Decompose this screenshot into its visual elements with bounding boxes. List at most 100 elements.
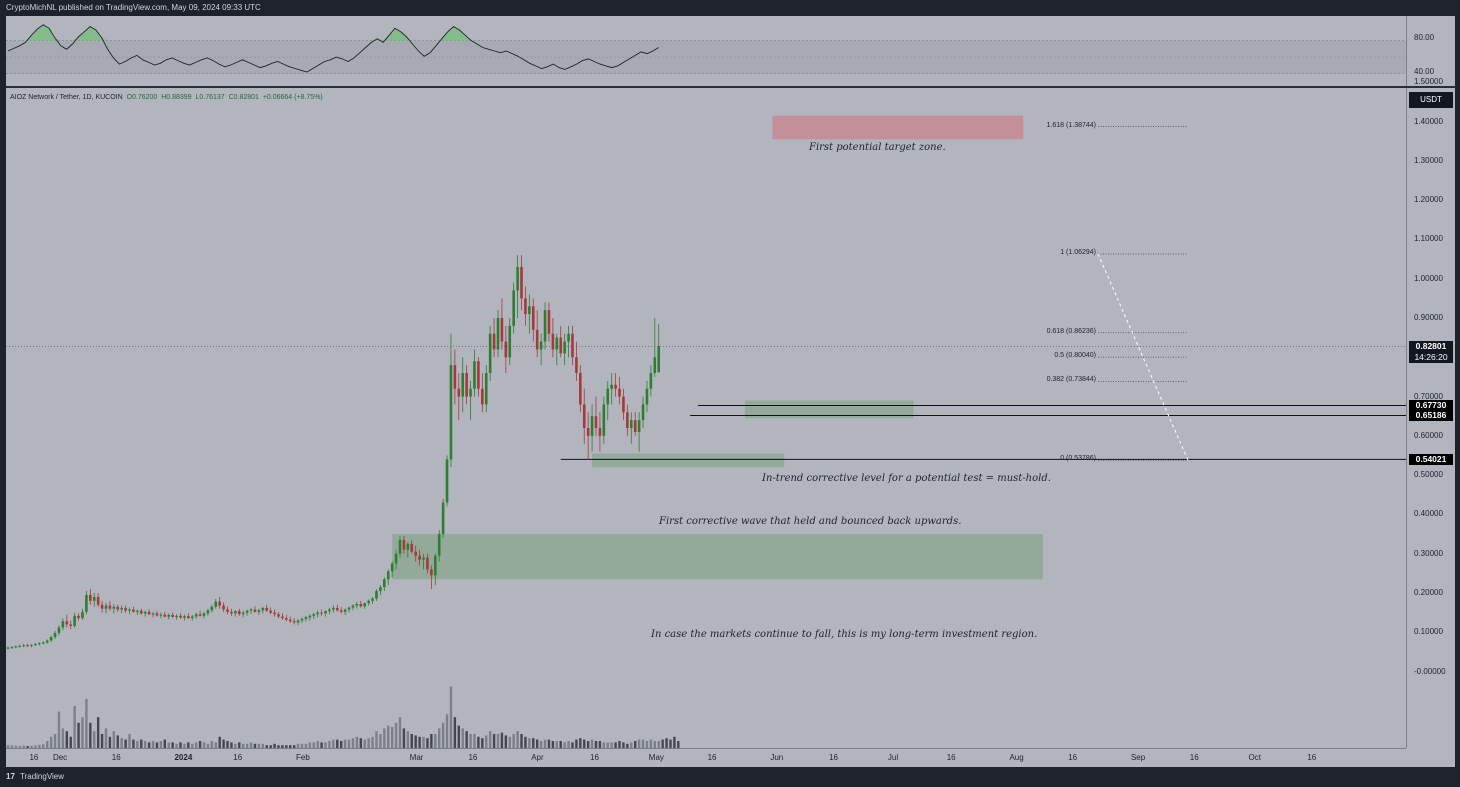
candle-body-120 — [477, 361, 480, 389]
time-tick-21: 16 — [1307, 753, 1317, 762]
candle-body-163 — [645, 388, 649, 405]
candle-body-65 — [261, 607, 265, 611]
candle-body-154 — [610, 384, 613, 389]
candle-body-108 — [430, 569, 433, 576]
volume-bar-70 — [281, 745, 284, 748]
candle-body-31 — [128, 609, 131, 611]
candle-body-72 — [288, 619, 292, 622]
footer-brand: TradingView — [19, 772, 65, 781]
candle-body-68 — [273, 612, 276, 615]
price-tick-13: 0.20000 — [1414, 588, 1443, 597]
candle-body-80 — [320, 612, 323, 614]
volume-bar-82 — [328, 741, 331, 748]
volume-bar-133 — [528, 738, 531, 748]
candle-body-98 — [390, 563, 394, 572]
time-tick-7: 16 — [468, 753, 478, 762]
candle-body-5 — [26, 645, 29, 647]
volume-bar-153 — [606, 742, 609, 748]
osc-line — [7, 24, 659, 73]
volume-bar-60 — [242, 743, 245, 748]
must-hold-zone — [744, 400, 914, 419]
volume-bar-137 — [543, 739, 547, 748]
symbol-name: AIOZ Network / Tether, 1D, KUCOIN — [10, 94, 123, 101]
candle-body-61 — [245, 610, 249, 613]
annotation-first-wave: First corrective wave that held and boun… — [659, 516, 962, 527]
volume-bar-40 — [163, 739, 166, 748]
candle-body-87 — [347, 607, 351, 610]
volume-bar-94 — [375, 731, 378, 748]
candle-body-137 — [543, 310, 547, 342]
target-zone — [772, 115, 1024, 140]
volume-bar-22 — [93, 731, 96, 748]
volume-bar-71 — [285, 745, 288, 748]
time-tick-18: Sep — [1130, 753, 1146, 762]
volume-bar-141 — [559, 741, 562, 748]
candle-body-37 — [151, 613, 155, 615]
candle-body-138 — [547, 310, 551, 334]
volume-bar-58 — [234, 743, 237, 748]
volume-bar-99 — [394, 722, 398, 748]
candle-body-140 — [555, 337, 559, 350]
candle-body-113 — [449, 365, 453, 460]
time-tick-3: 2024 — [174, 753, 193, 762]
candle-body-114 — [453, 365, 457, 389]
volume-bar-88 — [351, 738, 355, 748]
currency-badge[interactable]: USDT — [1409, 92, 1453, 108]
candle-body-130 — [516, 266, 519, 291]
volume-bar-14 — [61, 728, 65, 748]
candle-body-51 — [206, 610, 210, 614]
candle-body-77 — [308, 615, 312, 618]
candle-body-45 — [183, 616, 186, 618]
volume-bar-63 — [253, 743, 257, 748]
volume-bar-126 — [500, 732, 504, 748]
volume-bar-32 — [132, 739, 135, 748]
change-value: +0.06664 (+8.75%) — [262, 94, 323, 101]
volume-bar-140 — [555, 741, 558, 748]
volume-bar-36 — [147, 742, 151, 748]
candle-body-52 — [210, 606, 214, 611]
oscillator-axis[interactable]: 80.00 40.00 — [1406, 16, 1456, 86]
price-tick-12: 0.30000 — [1414, 548, 1443, 558]
panel-divider[interactable] — [6, 86, 1455, 88]
volume-bar-125 — [496, 734, 500, 748]
price-tick-1: 1.40000 — [1414, 116, 1443, 126]
price-tick-2: 1.30000 — [1414, 155, 1443, 165]
volume-bar-51 — [206, 743, 210, 748]
volume-bar-159 — [630, 742, 633, 748]
candle-body-79 — [316, 612, 319, 615]
volume-bar-92 — [367, 738, 370, 748]
oscillator-panel[interactable] — [6, 16, 1406, 86]
time-axis[interactable]: 16 Dec 16 2024 16 Feb Mar 16 Apr 16 May 16 Jun 16 Jul 1… — [6, 748, 1406, 768]
volume-bar-56 — [226, 741, 229, 748]
main-chart-panel[interactable]: AIOZ Network / Tether, 1D, KUCOIN O0.762… — [6, 88, 1406, 748]
candle-body-104 — [414, 551, 417, 556]
candle-body-3 — [18, 646, 22, 648]
volume-bar-67 — [269, 745, 272, 748]
volume-bar-8 — [38, 744, 41, 748]
volume-bar-77 — [308, 742, 312, 748]
volume-bar-139 — [551, 741, 555, 748]
volume-bar-96 — [383, 728, 386, 748]
candle-body-17 — [73, 615, 76, 626]
price-tag-2: 0.65186 — [1409, 409, 1453, 421]
volume-bar-122 — [485, 735, 488, 748]
candle-body-76 — [304, 617, 308, 619]
price-axis[interactable]: USDT 1.50000 1.40000 1.30000 1.20000 1.10000… — [1406, 77, 1456, 748]
candle-body-95 — [379, 587, 382, 592]
chart-frame[interactable]: 80.00 40.00 AIOZ Network / Tether, 1D, K… — [6, 16, 1455, 767]
volume-bar-2 — [14, 745, 18, 748]
time-tick-8: Apr — [531, 753, 544, 762]
volume-bar-46 — [187, 742, 190, 748]
candle-body-125 — [496, 318, 500, 350]
volume-bar-33 — [136, 741, 139, 748]
candle-body-35 — [143, 611, 147, 614]
candle-body-30 — [124, 607, 127, 611]
fib-label-2: 0.618 (0.86236) — [1046, 327, 1096, 335]
candle-body-36 — [147, 611, 151, 615]
candle-body-14 — [61, 621, 65, 628]
candle-body-123 — [488, 333, 492, 373]
tradingview-logo-icon: 17 — [6, 772, 15, 781]
volume-bar-42 — [171, 742, 174, 748]
candle-body-73 — [292, 621, 296, 623]
volume-bar-97 — [387, 725, 390, 748]
